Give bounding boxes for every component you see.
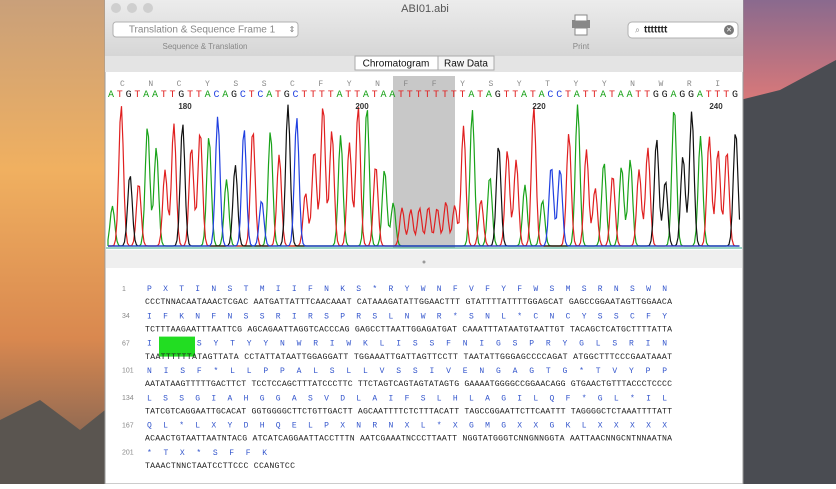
printer-paper — [574, 14, 588, 22]
splitter-handle — [422, 260, 426, 264]
close-button[interactable] — [111, 3, 121, 13]
position-label: 200 — [355, 102, 369, 111]
chromatogram-translation: C N C Y S S C F Y N F F Y S Y T Y Y N W … — [120, 80, 720, 89]
search-match — [159, 336, 195, 357]
line-number: 201 — [122, 450, 134, 457]
frame-select[interactable] — [112, 21, 299, 38]
print-button[interactable]: Print — [572, 14, 590, 51]
frame-select-label: Translation & Sequence Frame 1 — [129, 25, 276, 36]
position-label: 240 — [709, 102, 723, 111]
printer-icon — [572, 20, 590, 28]
tab-label: Raw Data — [444, 59, 488, 70]
tab-raw-data[interactable] — [437, 55, 495, 71]
translation-line: * T X * S F F K — [147, 449, 267, 458]
translation-line: N I S F * L L P P A L S L L V S S I V E … — [147, 367, 667, 376]
zoom-button[interactable] — [143, 3, 153, 13]
bases-line: AATATAAGTTTTTGACTTCT TCCTCCAGCTTTATCCCTT… — [145, 380, 672, 389]
search-text: ttttttt — [644, 25, 668, 36]
frame-caption: Sequence & Translation — [163, 42, 248, 51]
line-number: 34 — [122, 313, 130, 320]
bases-line: ACAACTGTAATTAATNTACG ATCATCAGGAATTACCTTT… — [145, 435, 672, 444]
position-label: 180 — [178, 102, 192, 111]
search-icon: ⌕ — [635, 24, 640, 34]
sequence-pane: 1 P X T I N S T M I I F N K S * R Y W N F… — [122, 285, 672, 471]
translation-line: P X T I N S T M I I F N K S * R Y W N F … — [147, 285, 667, 294]
mountain — [740, 60, 836, 484]
translation-line: I F Y S Y T Y Y N W R I W K L I S S F N … — [147, 340, 667, 349]
search-clear[interactable] — [724, 25, 734, 35]
search-field[interactable] — [627, 21, 739, 39]
position-label: 220 — [532, 102, 546, 111]
window-title: ABI01.abi — [401, 3, 449, 15]
line-number: 134 — [122, 395, 134, 402]
bases-line: TATCGTCAGGAATTGCACAT GGTGGGGCTTCTGTTGACT… — [145, 407, 672, 416]
tab-label: Chromatogram — [363, 59, 430, 70]
line-number: 1 — [122, 286, 126, 293]
bases-line: CCCTNNACAATAAACTCGAC AATGATTATTTCAACAAAT… — [145, 298, 672, 307]
bases-line: TAAACTNNCTAATCCTTCCC CCANGTCC — [145, 462, 295, 471]
bases-line: TAATTTTTTATAGTTATA CCTATTATAATTGGAGGATT … — [145, 353, 672, 362]
translation-line: L S S G I A H G G A S V D L A I F S L H … — [147, 394, 667, 403]
translation-line: Q L * L X Y D H Q E L P X N R N X L * X … — [147, 422, 667, 431]
select-arrow: ⇕ — [289, 25, 296, 34]
search-highlight — [393, 76, 455, 248]
print-label: Print — [573, 42, 590, 51]
minimize-button[interactable] — [127, 3, 137, 13]
line-number: 67 — [122, 340, 130, 347]
printer-tray — [574, 27, 588, 36]
trace — [108, 116, 740, 247]
clear-icon: ✕ — [726, 27, 732, 34]
line-number: 101 — [122, 368, 134, 375]
splitter[interactable] — [106, 250, 742, 268]
bases-line: TCTTTAAGAATTTAATTCG AGCAGAATTAGGTCACCCAG… — [145, 325, 672, 334]
rocks — [0, 400, 105, 484]
trace-group — [107, 104, 741, 247]
line-number: 167 — [122, 422, 134, 429]
translation-line: I F K N F N S S R I R S P R S L N W R * … — [147, 312, 667, 321]
